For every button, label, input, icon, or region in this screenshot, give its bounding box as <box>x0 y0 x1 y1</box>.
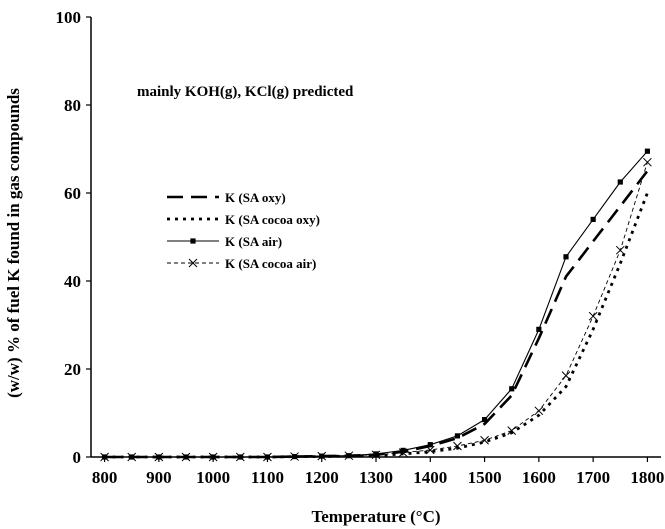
data-point <box>154 452 164 462</box>
y-tick-label: 20 <box>64 360 81 379</box>
series-4 <box>100 157 652 462</box>
x-tick-label: 1800 <box>630 468 664 487</box>
series-2 <box>104 192 649 459</box>
data-point <box>208 452 218 462</box>
data-point <box>561 371 571 380</box>
data-point <box>290 452 299 461</box>
data-point <box>263 452 272 462</box>
legend-marker <box>188 258 198 268</box>
x-tick-label: 800 <box>92 468 118 487</box>
legend-item: K (SA cocoa oxy) <box>167 212 320 227</box>
x-tick-label: 900 <box>146 468 172 487</box>
y-tick-label: 60 <box>64 184 81 203</box>
data-point <box>317 451 327 461</box>
x-axis-ticks: 800 900 1000 1100 1200 1300 1400 1500 1600 1700 18… <box>92 457 664 487</box>
axes <box>90 17 661 458</box>
legend-label: K (SA air) <box>225 234 282 249</box>
y-tick-label: 80 <box>64 96 81 115</box>
data-point <box>617 179 623 185</box>
x-axis-title: Temperature (°C) <box>311 507 440 526</box>
data-point <box>400 447 406 453</box>
data-point <box>509 386 515 392</box>
data-point <box>127 452 137 462</box>
x-tick-label: 1200 <box>305 468 339 487</box>
legend-item: K (SA cocoa air) <box>167 256 316 271</box>
series-3 <box>101 148 651 460</box>
data-point <box>373 451 379 457</box>
data-point <box>371 450 381 460</box>
series-line <box>104 192 649 459</box>
x-tick-label: 1000 <box>196 468 230 487</box>
y-tick-label: 100 <box>56 8 82 27</box>
data-point <box>100 452 109 462</box>
series-line <box>104 170 649 459</box>
y-axis-title: (w/w) % of fuel K found in gas compounds <box>4 88 23 398</box>
data-point <box>481 417 488 423</box>
data-point <box>344 451 354 461</box>
y-tick-label: 40 <box>64 272 81 291</box>
x-tick-label: 1700 <box>576 468 610 487</box>
data-point <box>453 441 462 451</box>
data-point <box>181 452 191 462</box>
data-point <box>615 245 625 255</box>
legend-marker <box>190 238 196 244</box>
x-tick-label: 1600 <box>522 468 556 487</box>
data-point <box>480 435 489 445</box>
data-point <box>644 148 651 154</box>
series-1 <box>104 170 649 459</box>
legend-item: K (SA air) <box>167 234 282 249</box>
y-axis-ticks: 0 20 40 60 80 100 <box>56 8 91 467</box>
y-tick-label: 0 <box>73 448 82 467</box>
legend-item: K (SA oxy) <box>167 190 286 205</box>
series-line <box>104 150 648 458</box>
data-point <box>536 326 542 332</box>
legend-label: K (SA cocoa oxy) <box>225 212 320 227</box>
data-point <box>507 426 517 435</box>
data-point <box>588 311 598 321</box>
data-point <box>534 406 544 416</box>
data-point <box>235 452 245 462</box>
x-tick-label: 1400 <box>413 468 447 487</box>
x-tick-label: 1300 <box>359 468 393 487</box>
data-point <box>454 433 461 439</box>
data-point <box>425 445 435 455</box>
data-point <box>590 216 596 222</box>
data-point <box>398 448 408 457</box>
x-tick-label: 1500 <box>468 468 502 487</box>
legend: K (SA oxy) K (SA cocoa oxy) K (SA air) K (S… <box>167 190 320 271</box>
series-line <box>104 162 648 458</box>
legend-label: K (SA cocoa air) <box>225 256 316 271</box>
x-tick-label: 1100 <box>251 468 284 487</box>
data-point <box>643 157 652 167</box>
data-point <box>427 442 433 448</box>
legend-label: K (SA oxy) <box>225 190 286 205</box>
chart-annotation: mainly KOH(g), KCl(g) predicted <box>137 84 354 100</box>
data-point <box>563 254 569 260</box>
plot-area <box>100 148 652 462</box>
